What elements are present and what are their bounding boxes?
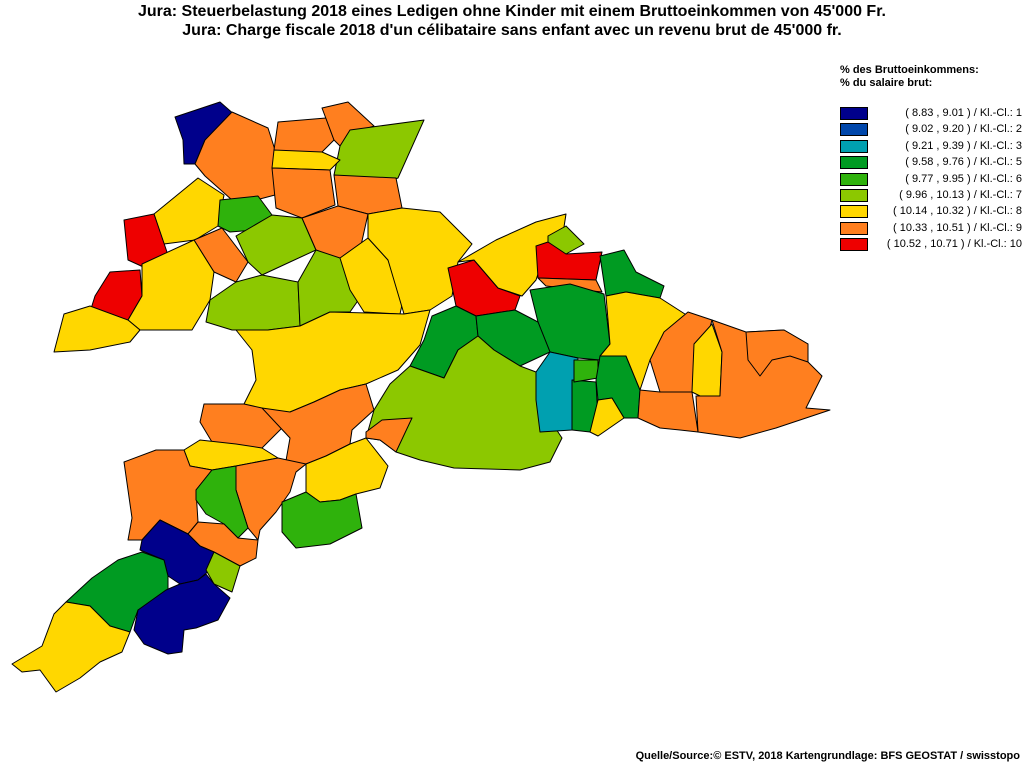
municipality	[281, 491, 363, 549]
legend-label: ( 9.58 , 9.76 ) / Kl.-Cl.: 5	[905, 156, 1022, 168]
legend-heading-german: % des Bruttoeinkommens:	[840, 64, 979, 76]
municipality	[205, 551, 241, 593]
municipality	[235, 214, 317, 276]
legend-label: ( 10.52 , 10.71 ) / Kl.-Cl.: 10	[886, 238, 1022, 250]
legend-item: ( 10.14 , 10.32 ) / Kl.-Cl.: 8	[840, 205, 1024, 218]
legend-swatch	[840, 123, 868, 136]
municipality	[127, 239, 215, 331]
legend-heading-french: % du salaire brut:	[840, 77, 933, 89]
legend-swatch	[840, 140, 868, 153]
municipality	[133, 573, 231, 655]
legend-item: ( 10.33 , 10.51 ) / Kl.-Cl.: 9	[840, 222, 1024, 235]
legend-label: ( 10.14 , 10.32 ) / Kl.-Cl.: 8	[892, 205, 1022, 217]
legend-label: ( 9.21 , 9.39 ) / Kl.-Cl.: 3	[905, 140, 1022, 152]
legend-swatch	[840, 238, 868, 251]
municipality	[599, 249, 665, 299]
municipality	[745, 329, 809, 377]
legend-item: ( 9.02 , 9.20 ) / Kl.-Cl.: 2	[840, 123, 1024, 136]
municipality	[573, 359, 599, 383]
legend-item: ( 9.77 , 9.95 ) / Kl.-Cl.: 6	[840, 173, 1024, 186]
legend-swatch	[840, 205, 868, 218]
legend-swatch	[840, 107, 868, 120]
map-title-german: Jura: Steuerbelastung 2018 eines Ledigen…	[137, 3, 886, 20]
legend-swatch	[840, 156, 868, 169]
legend-label: ( 9.02 , 9.20 ) / Kl.-Cl.: 2	[905, 123, 1022, 135]
municipality	[53, 305, 141, 353]
municipality	[194, 111, 276, 201]
legend-swatch	[840, 222, 868, 235]
source-credit: Quelle/Source:© ESTV, 2018 Kartengrundla…	[635, 750, 1020, 762]
municipality	[367, 207, 473, 315]
municipality	[589, 397, 625, 437]
map-title-french: Jura: Charge fiscale 2018 d'un célibatai…	[182, 22, 842, 39]
municipality	[637, 389, 699, 433]
legend-item: ( 10.52 , 10.71 ) / Kl.-Cl.: 10	[840, 238, 1024, 251]
legend-item: ( 9.58 , 9.76 ) / Kl.-Cl.: 5	[840, 156, 1024, 169]
legend-label: ( 9.96 , 10.13 ) / Kl.-Cl.: 7	[899, 189, 1022, 201]
municipality	[11, 601, 131, 693]
legend-item: ( 9.96 , 10.13 ) / Kl.-Cl.: 7	[840, 189, 1024, 202]
legend-item: ( 9.21 , 9.39 ) / Kl.-Cl.: 3	[840, 140, 1024, 153]
legend-item: ( 8.83 , 9.01 ) / Kl.-Cl.: 1	[840, 107, 1024, 120]
legend-label: ( 10.33 , 10.51 ) / Kl.-Cl.: 9	[892, 222, 1022, 234]
municipality	[271, 149, 341, 171]
municipality	[205, 274, 301, 331]
legend-swatch	[840, 173, 868, 186]
municipality	[199, 403, 283, 449]
municipality	[365, 417, 413, 453]
legend-label: ( 8.83 , 9.01 ) / Kl.-Cl.: 1	[905, 107, 1022, 119]
legend-label: ( 9.77 , 9.95 ) / Kl.-Cl.: 6	[905, 173, 1022, 185]
municipality	[195, 465, 249, 539]
legend-swatch	[840, 189, 868, 202]
municipality	[271, 167, 336, 219]
